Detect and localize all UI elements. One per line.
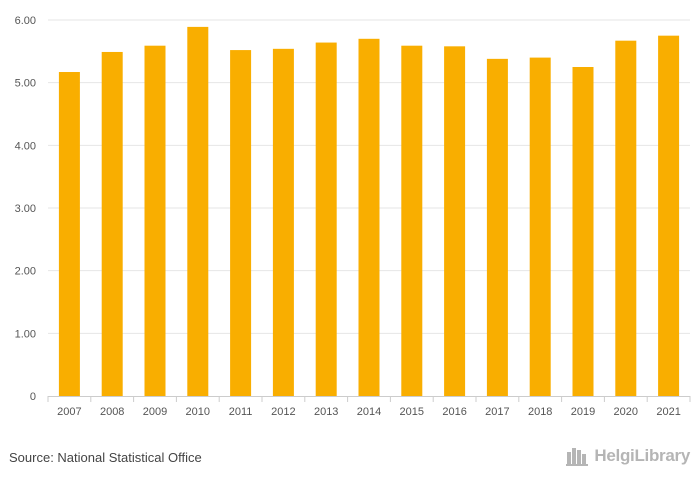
- x-tick-label: 2010: [186, 406, 210, 418]
- bar-2013[interactable]: [315, 42, 337, 397]
- x-tick-label: 2018: [528, 406, 552, 418]
- bar-2008[interactable]: [101, 51, 123, 397]
- brand-name: HelgiLibrary: [594, 446, 690, 465]
- y-tick-label: 4.00: [15, 140, 36, 152]
- bar-2014[interactable]: [358, 38, 380, 397]
- x-tick-label: 2012: [271, 406, 295, 418]
- y-tick-label: 1.00: [15, 328, 36, 340]
- x-tick-label: 2021: [656, 406, 680, 418]
- bar-2010[interactable]: [187, 26, 209, 396]
- x-tick-label: 2007: [57, 406, 81, 418]
- bar-chart: 01.002.003.004.005.006.00 2007 2008 2009 20…: [15, 15, 691, 418]
- y-tick-label: 2.00: [15, 266, 36, 278]
- library-buildings-icon: [566, 448, 589, 466]
- bar-2007[interactable]: [58, 72, 80, 396]
- bar-2012[interactable]: [272, 48, 294, 397]
- y-tick-label: 5.00: [15, 78, 36, 90]
- x-tick-label: 2019: [571, 406, 595, 418]
- x-tick-label: 2011: [229, 406, 253, 418]
- bar-2016[interactable]: [444, 46, 466, 396]
- y-tick-label: 0: [30, 391, 36, 403]
- bar-2017[interactable]: [486, 58, 508, 396]
- x-tick-label: 2016: [442, 406, 466, 418]
- y-axis: 0 1.00 2.00 3.00 4.00 5.00 6.00: [15, 15, 36, 403]
- y-tick-label: 6.00: [15, 15, 36, 27]
- bar-2021[interactable]: [658, 35, 680, 397]
- brand-logo[interactable]: HelgiLibrary: [566, 446, 690, 466]
- source-note: Source: National Statistical Office: [9, 450, 202, 465]
- x-axis: 2007 2008 2009 2010 2011 2012 2013 2014 2015 2016…: [47, 396, 691, 418]
- x-tick-label: 2009: [143, 406, 167, 418]
- bar-2018[interactable]: [529, 57, 551, 396]
- x-tick-label: 2015: [400, 406, 424, 418]
- bar-2009[interactable]: [144, 45, 166, 397]
- x-tick-label: 2008: [100, 406, 124, 418]
- bar-2020[interactable]: [615, 40, 637, 397]
- y-tick-label: 3.00: [15, 203, 36, 215]
- x-tick-label: 2020: [614, 406, 638, 418]
- x-tick-label: 2014: [357, 406, 381, 418]
- x-tick-label: 2017: [485, 406, 509, 418]
- x-tick-label: 2013: [314, 406, 338, 418]
- bar-2011[interactable]: [230, 50, 252, 396]
- bar-2019[interactable]: [572, 67, 594, 396]
- bars: [58, 26, 680, 397]
- bar-2015[interactable]: [401, 45, 423, 397]
